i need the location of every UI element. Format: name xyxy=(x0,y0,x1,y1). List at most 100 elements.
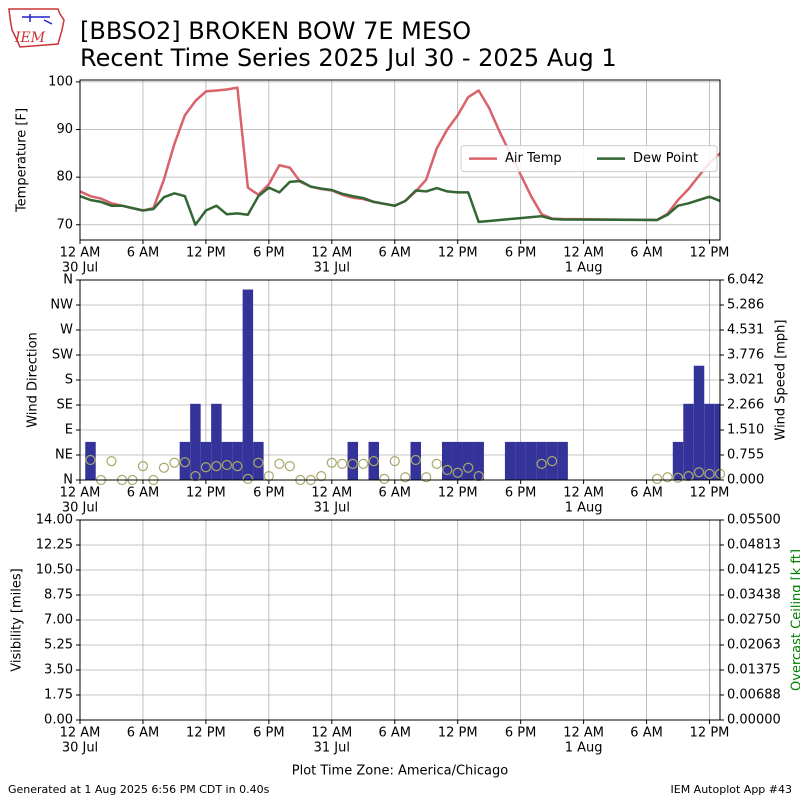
x-tick-label: 6 AM xyxy=(378,486,411,501)
x-date-label: 31 Jul xyxy=(314,501,350,516)
bar xyxy=(683,403,694,480)
direction-point xyxy=(379,473,390,484)
direction-point xyxy=(358,458,369,469)
y-tick-label: 12.25 xyxy=(36,538,73,553)
direction-point xyxy=(421,472,432,483)
direction-point xyxy=(211,461,222,472)
y-tick-label: E xyxy=(65,423,73,438)
bar xyxy=(410,441,421,480)
direction-point xyxy=(242,473,253,484)
y-axis-label: Temperature [F] xyxy=(15,108,30,213)
bar xyxy=(672,441,684,480)
direction-point xyxy=(85,454,96,466)
bar xyxy=(347,441,359,480)
x-tick-label: 12 PM xyxy=(690,726,730,741)
y2-axis-label: Wind Speed [mph] xyxy=(774,320,789,441)
direction-point xyxy=(190,471,201,482)
line-series xyxy=(80,179,720,227)
y-tick-label: N xyxy=(63,273,73,288)
x-date-label: 31 Jul xyxy=(314,261,350,276)
bar xyxy=(473,441,484,480)
direction-point xyxy=(169,457,180,468)
y-tick-label: 7.00 xyxy=(44,613,73,628)
x-tick-label: 12 PM xyxy=(186,486,226,501)
x-tick-label: 12 PM xyxy=(186,246,226,261)
direction-point xyxy=(651,473,663,484)
bar xyxy=(253,441,264,480)
y2-tick-label: 4.531 xyxy=(727,323,764,338)
bar xyxy=(714,403,720,480)
direction-point xyxy=(221,459,232,471)
direction-point xyxy=(463,462,474,473)
bar xyxy=(704,403,715,480)
y-tick-label: 5.25 xyxy=(44,638,73,653)
direction-point xyxy=(672,472,684,483)
y2-tick-label: 2.266 xyxy=(727,397,764,412)
y-tick-label: 14.00 xyxy=(36,513,73,528)
y2-tick-label: 0.04813 xyxy=(727,537,781,552)
y-tick-label: 70 xyxy=(56,217,73,232)
x-tick-label: 6 PM xyxy=(253,246,284,261)
direction-point xyxy=(158,462,170,473)
footer-left: Generated at 1 Aug 2025 6:56 PM CDT in 0… xyxy=(8,783,270,796)
y-tick-label: S xyxy=(65,373,73,388)
x-tick-label: 12 AM xyxy=(563,246,604,261)
direction-point xyxy=(274,458,285,469)
bar xyxy=(557,441,568,480)
direction-point xyxy=(704,468,715,479)
y-tick-label: N xyxy=(63,473,73,488)
y-tick-label: NW xyxy=(50,298,73,313)
y-tick-label: W xyxy=(60,323,73,338)
x-tick-label: 12 PM xyxy=(690,246,730,261)
direction-point xyxy=(368,456,379,467)
x-tick-label: 12 AM xyxy=(563,486,604,501)
x-tick-label: 12 AM xyxy=(563,726,604,741)
direction-point xyxy=(683,471,694,482)
direction-point xyxy=(284,461,295,472)
x-tick-label: 6 PM xyxy=(253,726,284,741)
bar xyxy=(504,441,516,480)
x-tick-label: 12 AM xyxy=(60,246,101,261)
direction-point xyxy=(106,456,117,467)
x-tick-label: 6 AM xyxy=(378,726,411,741)
y2-tick-label: 0.05500 xyxy=(727,513,781,528)
y2-tick-label: 3.021 xyxy=(727,373,764,388)
legend-label: Air Temp xyxy=(505,151,562,166)
direction-point xyxy=(232,461,243,472)
y2-tick-label: 0.02750 xyxy=(727,613,781,628)
y-tick-label: 0.00 xyxy=(44,713,73,728)
y2-tick-label: 1.510 xyxy=(727,423,764,438)
x-date-label: 30 Jul xyxy=(62,741,98,756)
direction-point xyxy=(536,458,547,469)
y-tick-label: 90 xyxy=(56,122,73,137)
y-tick-label: 3.50 xyxy=(44,663,73,678)
y-axis-label: Visibility [miles] xyxy=(10,568,25,671)
axes-frame xyxy=(79,519,721,721)
bar xyxy=(200,441,212,480)
x-tick-label: 6 AM xyxy=(630,246,663,261)
x-date-label: 1 Aug xyxy=(565,501,603,516)
x-date-label: 1 Aug xyxy=(565,261,603,276)
bar xyxy=(368,441,380,480)
y2-tick-label: 6.042 xyxy=(727,273,764,288)
axes-frame xyxy=(79,279,721,481)
y-tick-label: 1.75 xyxy=(44,688,73,703)
y2-tick-label: 0.00688 xyxy=(727,687,781,702)
x-date-label: 30 Jul xyxy=(62,501,98,516)
bar xyxy=(536,441,547,480)
y-tick-label: NE xyxy=(55,448,73,463)
direction-point xyxy=(410,454,421,466)
x-tick-label: 12 AM xyxy=(60,486,101,501)
logo-icons xyxy=(22,14,53,25)
direction-point xyxy=(200,462,212,473)
y2-tick-label: 0.000 xyxy=(727,473,764,488)
direction-point xyxy=(442,464,453,476)
direction-point xyxy=(389,456,400,467)
logo: IEM xyxy=(8,8,65,48)
y2-axis-label: Overcast Ceiling [k ft] xyxy=(790,549,800,691)
plot-area xyxy=(80,520,720,720)
direction-point xyxy=(347,458,358,469)
direction-point xyxy=(326,457,337,468)
y-tick-label: SW xyxy=(52,348,73,363)
